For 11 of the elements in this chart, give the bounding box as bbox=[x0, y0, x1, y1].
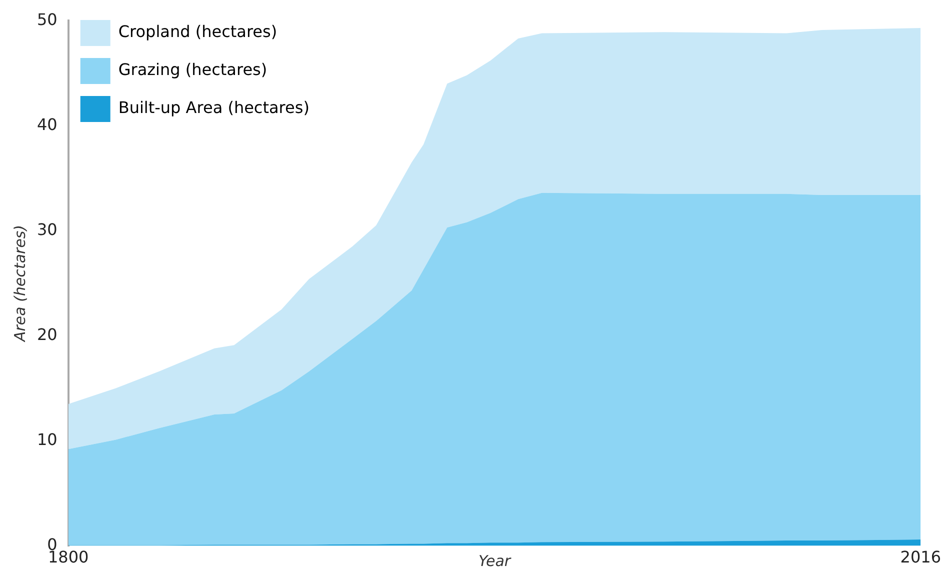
legend-label: Cropland (hectares) bbox=[118, 22, 278, 42]
y-tick-label: 40 bbox=[37, 114, 58, 134]
y-tick-label: 50 bbox=[37, 10, 58, 29]
x-tick-label: 2016 bbox=[900, 548, 941, 567]
y-tick-label: 30 bbox=[37, 220, 58, 239]
y-tick-label: 20 bbox=[37, 324, 58, 344]
legend-label: Built-up Area (hectares) bbox=[118, 98, 310, 118]
x-axis-title: Year bbox=[478, 552, 512, 570]
y-axis-title: Area (hectares) bbox=[10, 224, 29, 342]
legend-label: Grazing (hectares) bbox=[118, 60, 268, 80]
y-tick-label: 10 bbox=[37, 430, 58, 449]
